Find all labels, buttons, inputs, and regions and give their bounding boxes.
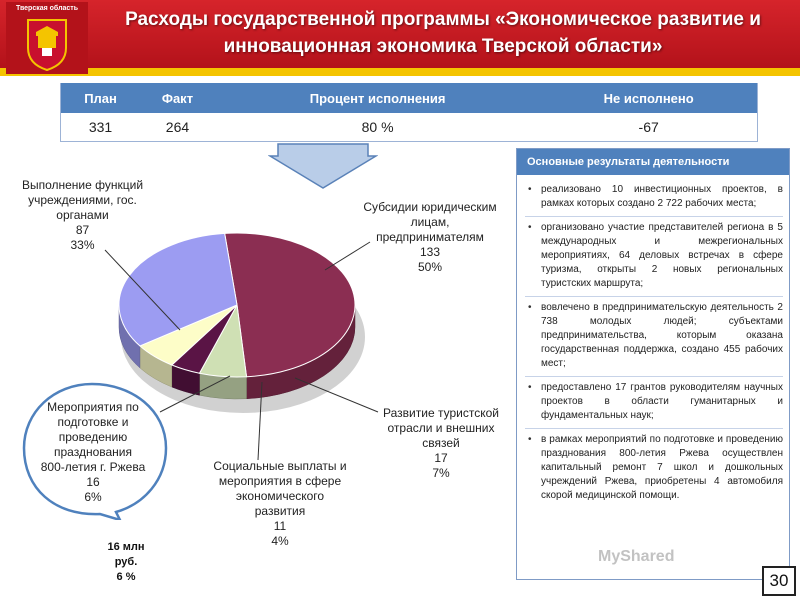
label-social-percent: 4% [271,534,289,548]
results-item: организовано участие представителей реги… [525,217,783,297]
pie-leader-line [159,375,231,413]
label-rzhev-line: подготовке и [57,415,129,429]
results-list: реализовано 10 инвестиционных проектов, … [517,175,789,508]
label-tourism-line: Развитие туристской [383,406,499,420]
label-rzhev-line: празднования [54,445,132,459]
results-item: предоставлено 17 грантов руководителям н… [525,377,783,429]
label-rzhev-line: 800-летия г. Ржева [40,460,146,474]
label-social-line: Социальные выплаты и [213,459,347,473]
summary-header-cell: Факт [140,83,215,113]
callout-bubble [22,382,168,520]
label-social-value: 11 [273,519,287,533]
label-functions-value: 87 [75,223,90,237]
label-functions-line: органами [56,208,109,222]
label-tourism: Развитие туристской отрасли и внешних св… [370,406,512,481]
coat-of-arms-icon [27,19,67,72]
label-rzhev: Мероприятия по подготовке и проведению п… [30,400,156,505]
page-title: Расходы государственной программы «Эконо… [125,9,761,57]
pie-leader-line [294,377,379,413]
budget-note-line: руб. [114,556,138,568]
label-subsidies-line: предпринимателям [376,230,484,244]
budget-note-line: 16 млн [107,541,145,553]
label-tourism-line: связей [422,436,460,450]
budget-note-line: 6 % [116,571,136,583]
down-arrow-icon [268,143,378,189]
page-number: 30 [762,566,796,596]
label-subsidies: Субсидии юридическим лицам, предпринимат… [340,200,520,275]
results-item: реализовано 10 инвестиционных проектов, … [525,179,783,217]
label-subsidies-line: лицам, [410,215,450,229]
label-tourism-percent: 7% [432,466,450,480]
label-rzhev-value: 16 [86,475,100,489]
results-heading: Основные результаты деятельности [517,149,789,175]
pie-chart [104,232,379,461]
label-social-line: мероприятия в сфере [218,474,342,488]
label-rzhev-percent: 6% [84,490,102,504]
label-rzhev-line: проведению [58,430,128,444]
label-social-line: экономического [235,489,325,503]
results-item: в рамках мероприятий по подготовке и про… [525,429,783,508]
label-subsidies-percent: 50% [417,260,443,274]
summary-value-cell: 331 [60,113,141,142]
label-functions-percent: 33% [70,238,95,252]
pie-leader-line [257,381,263,461]
label-functions-line: учреждениями, гос. [28,193,137,207]
pie-slice [118,232,238,347]
summary-table: План Факт Процент исполнения Не исполнен… [60,83,759,142]
label-social: Социальные выплаты и мероприятия в сфере… [200,459,360,549]
pie-leader-line [104,249,181,331]
summary-header-cell: Не исполнено [540,83,759,113]
label-social-line: развития [254,504,306,518]
summary-header-cell: План [60,83,141,113]
summary-header-cell: Процент исполнения [214,83,541,113]
header-stripe [0,68,800,76]
label-functions: Выполнение функций учреждениями, гос. ор… [0,178,165,253]
label-subsidies-line: Субсидии юридическим [363,200,497,214]
summary-value-cell: 264 [140,113,215,142]
pie-leader-line [324,241,371,271]
header-bar [0,0,800,68]
label-tourism-line: отрасли и внешних [387,421,495,435]
summary-value-row: 331 264 80 % -67 [60,113,759,142]
label-subsidies-value: 133 [419,245,441,259]
label-rzhev-line: Мероприятия по [47,400,139,414]
summary-value-cell: 80 % [214,113,541,142]
region-logo: Тверская область [6,2,88,74]
pie-slice [224,232,356,378]
summary-value-cell: -67 [540,113,759,142]
region-caption: Тверская область [15,5,79,12]
watermark: MyShared [598,548,675,565]
label-functions-line: Выполнение функций [21,178,144,192]
summary-header-row: План Факт Процент исполнения Не исполнен… [60,83,759,113]
budget-note: 16 млн руб. 6 % [96,540,156,585]
results-item: вовлечено в предпринимательскую деятельн… [525,297,783,377]
results-panel: Основные результаты деятельности реализо… [516,148,790,580]
label-tourism-value: 17 [434,451,448,465]
